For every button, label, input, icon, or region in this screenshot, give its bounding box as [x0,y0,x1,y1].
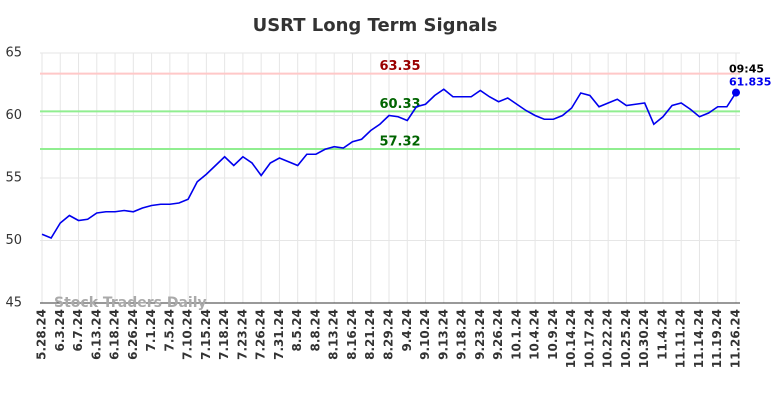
x-tick-label: 11.4.24 [655,309,669,360]
last-value-label: 61.835 [729,76,771,89]
x-tick-label: 10.17.24 [582,309,596,368]
x-tick-label: 9.13.24 [436,309,450,360]
x-tick-label: 7.26.24 [254,309,268,360]
x-tick-label: 11.19.24 [710,309,724,368]
signal-label: 57.32 [379,135,420,150]
y-tick-label: 50 [5,233,22,248]
x-tick-label: 8.5.24 [290,309,304,352]
x-tick-label: 11.26.24 [729,309,743,368]
x-tick-label: 11.11.24 [674,309,688,368]
y-tick-label: 55 [5,171,22,186]
y-tick-label: 65 [5,46,22,61]
price-line [41,88,737,239]
x-tick-label: 7.31.24 [272,309,286,360]
x-tick-label: 9.10.24 [418,309,432,360]
chart-title: USRT Long Term Signals [253,15,498,36]
watermark: Stock Traders Daily [54,295,207,311]
x-tick-label: 10.1.24 [509,309,523,360]
x-tick-label: 9.23.24 [473,309,487,360]
x-tick-label: 7.10.24 [181,309,195,360]
x-tick-label: 11.14.24 [692,309,706,368]
x-tick-label: 10.9.24 [546,309,560,360]
x-tick-label: 6.13.24 [89,309,103,360]
last-point [732,88,740,97]
x-tick-label: 8.16.24 [345,309,359,360]
x-tick-label: 7.15.24 [199,309,213,360]
x-tick-label: 8.21.24 [363,309,377,360]
y-tick-label: 45 [5,296,22,311]
x-tick-label: 7.1.24 [144,309,158,352]
x-tick-label: 7.18.24 [217,309,231,360]
x-tick-label: 6.3.24 [53,309,67,352]
x-tick-label: 7.23.24 [235,309,249,360]
signal-label: 63.35 [379,59,420,74]
x-tick-label: 8.29.24 [382,309,396,360]
x-tick-label: 6.26.24 [126,309,140,360]
x-tick-label: 10.30.24 [637,309,651,368]
x-tick-label: 9.4.24 [400,309,414,352]
last-time-label: 09:45 [729,63,764,76]
signal-label: 60.33 [379,97,420,112]
x-tick-label: 8.13.24 [327,309,341,360]
x-tick-label: 5.28.24 [35,309,49,360]
x-tick-label: 10.14.24 [564,309,578,368]
x-tick-label: 6.7.24 [71,309,85,352]
x-tick-label: 9.18.24 [455,309,469,360]
x-tick-label: 8.8.24 [308,309,322,352]
y-tick-label: 60 [5,108,22,123]
x-tick-label: 6.18.24 [108,309,122,360]
x-tick-label: 7.5.24 [162,309,176,352]
x-tick-label: 10.4.24 [528,309,542,360]
x-tick-label: 9.26.24 [491,309,505,360]
x-tick-label: 10.22.24 [601,309,615,368]
x-tick-label: 10.25.24 [619,309,633,368]
